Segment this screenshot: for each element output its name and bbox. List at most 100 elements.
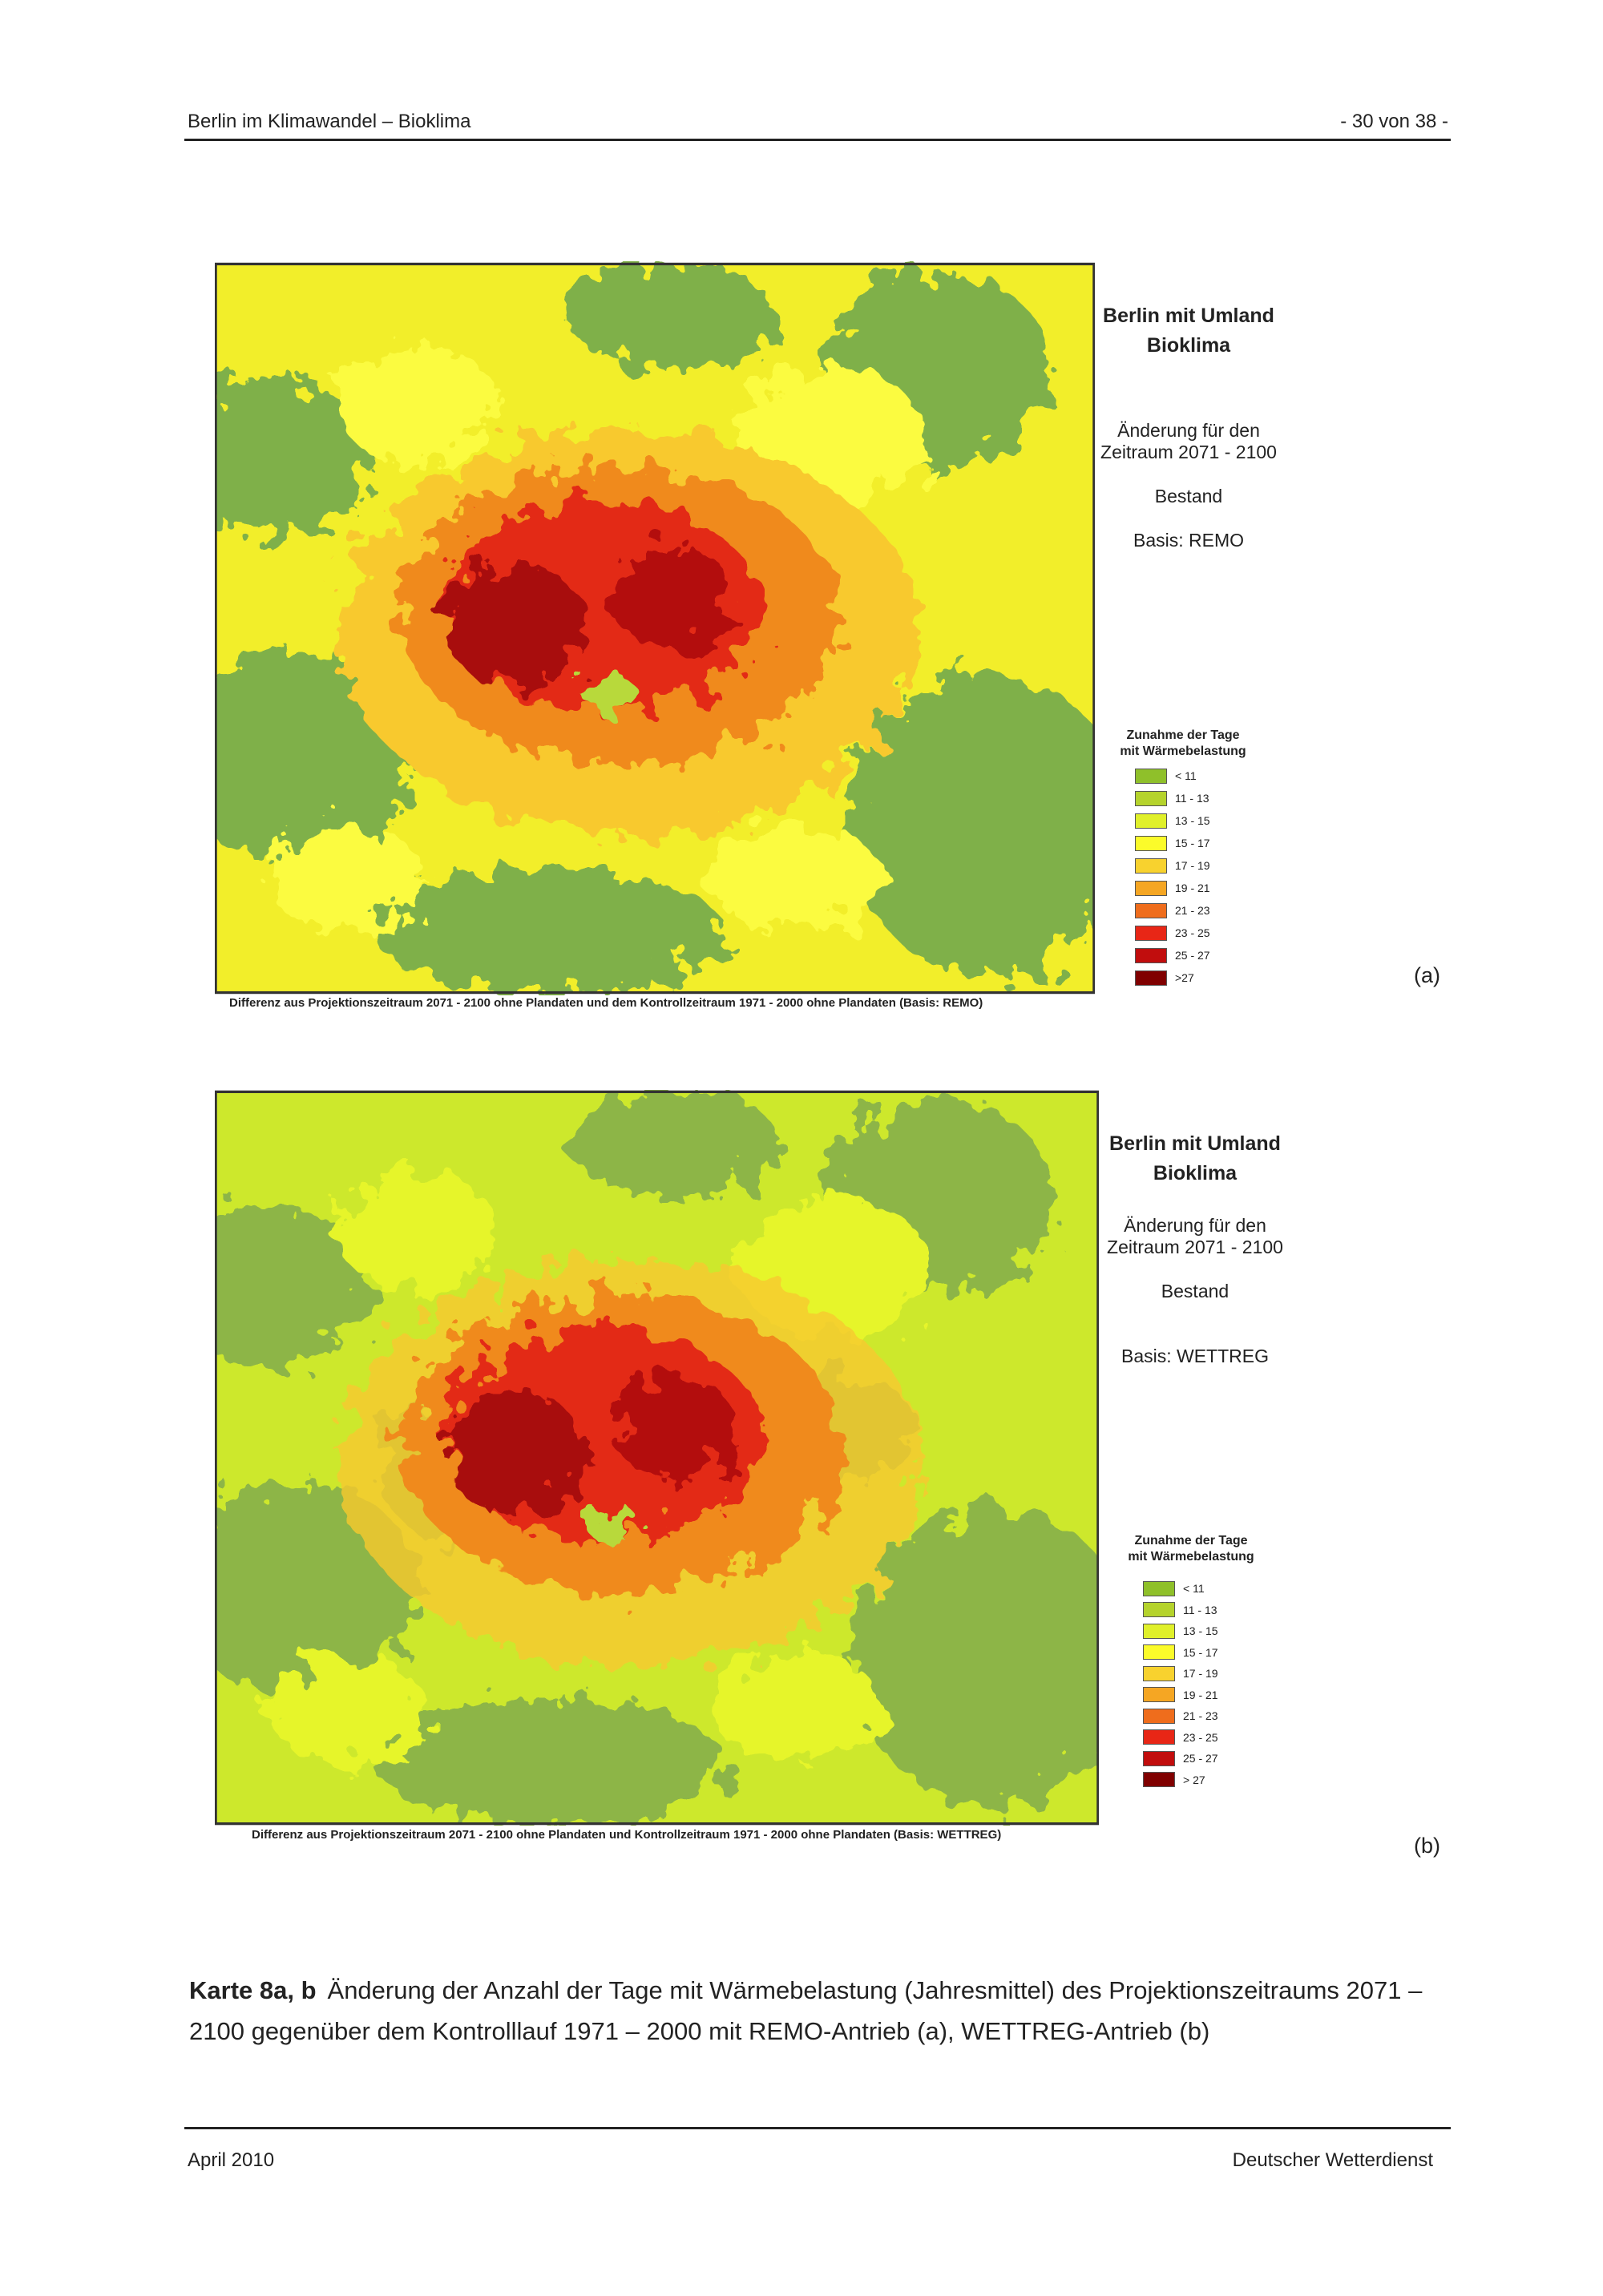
legend-title-line: mit Wärmebelastung [1128, 1550, 1254, 1564]
map-title-line: Berlin mit Umland [1109, 1132, 1281, 1155]
legend-swatch [1143, 1602, 1175, 1617]
legend-item: < 11 [1143, 1580, 1205, 1596]
legend-swatch [1143, 1708, 1175, 1724]
legend-label: 23 - 25 [1183, 1730, 1218, 1744]
legend-label: 25 - 27 [1183, 1752, 1218, 1765]
header-rule [184, 139, 1451, 141]
map-title: Berlin mit Umland Bioklima [1075, 1129, 1315, 1188]
legend-label: > 27 [1183, 1773, 1205, 1786]
core-west [444, 1391, 587, 1515]
map-info: Zeitraum 2071 - 2100 [1107, 1237, 1283, 1257]
caption-label: Karte 8a, b [189, 1976, 317, 2004]
map-frame [215, 262, 1095, 995]
forest-area [373, 1701, 728, 1825]
map-title: Berlin mit Umland Bioklima [1068, 301, 1309, 361]
legend-swatch [1143, 1772, 1175, 1787]
forest-area [851, 1506, 1099, 1807]
legend-title-line: Zunahme der Tage [1126, 728, 1240, 742]
header-right: - 30 von 38 - [1340, 111, 1448, 132]
legend-swatch [1143, 1580, 1175, 1596]
legend-label: < 11 [1183, 1582, 1205, 1595]
header-left: Berlin im Klimawandel – Bioklima [188, 111, 471, 132]
forest-area [568, 1091, 781, 1197]
map-info: Bestand [1154, 486, 1223, 506]
legend-swatch [1135, 970, 1167, 986]
legend-swatch [1143, 1729, 1175, 1745]
legend-title: Zunahme der Tage mit Wärmebelastung [1103, 728, 1263, 760]
legend-swatch [1143, 1687, 1175, 1702]
legend-item: 15 - 17 [1143, 1644, 1218, 1660]
legend-label: 11 - 13 [1175, 792, 1209, 805]
map-info: Basis: REMO [1133, 530, 1245, 551]
legend-label: 19 - 21 [1175, 882, 1210, 894]
map-info: Bestand [1161, 1281, 1230, 1301]
legend-label: < 11 [1175, 769, 1197, 782]
park [584, 675, 638, 714]
legend-item: 11 - 13 [1143, 1602, 1217, 1618]
legend-item: 21 - 23 [1135, 902, 1210, 918]
map-title-line: Bioklima [1146, 334, 1231, 357]
map-footnote: Differenz aus Projektionszeitraum 2071 -… [229, 996, 983, 1010]
legend-item: < 11 [1135, 768, 1197, 784]
map-info: Änderung für den [1124, 1215, 1266, 1236]
footer-rule [184, 2127, 1451, 2129]
legend-label: 25 - 27 [1175, 949, 1210, 962]
legend-label: >27 [1175, 971, 1194, 984]
legend-item: 11 - 13 [1135, 790, 1209, 806]
map-layers [215, 1091, 1099, 1825]
light-area [338, 1170, 498, 1294]
legend-swatch [1143, 1623, 1175, 1639]
map-label: (a) [1414, 963, 1440, 987]
map-frame [215, 1090, 1099, 1826]
map-info: Zeitraum 2071 - 2100 [1100, 442, 1277, 462]
light-area [267, 826, 426, 932]
legend-title-line: Zunahme der Tage [1134, 1534, 1248, 1547]
map-title-line: Berlin mit Umland [1103, 305, 1274, 327]
footer-left: April 2010 [188, 2149, 275, 2171]
map-layers [215, 263, 1095, 994]
legend-label: 19 - 21 [1183, 1688, 1218, 1701]
forest-area [215, 1205, 374, 1366]
legend-label: 11 - 13 [1183, 1603, 1217, 1616]
light-area [709, 1656, 887, 1763]
legend-swatch [1135, 768, 1167, 784]
legend-item: > 27 [1143, 1772, 1205, 1788]
legend-item: 17 - 19 [1143, 1665, 1218, 1681]
legend-item: 25 - 27 [1135, 947, 1210, 963]
legend-label: 17 - 19 [1183, 1667, 1218, 1680]
map-info: Basis: WETTREG [1120, 1346, 1269, 1366]
legend-label: 13 - 15 [1183, 1624, 1218, 1637]
light-area [707, 826, 884, 932]
legend-swatch [1135, 902, 1167, 918]
footer-right: Deutscher Wetterdienst [1232, 2149, 1433, 2171]
legend-item: >27 [1135, 970, 1194, 986]
map-footnote: Differenz aus Projektionszeitraum 2071 -… [252, 1828, 1002, 1842]
legend-label: 21 - 23 [1183, 1709, 1218, 1722]
legend-item: 19 - 21 [1143, 1687, 1218, 1703]
map-label: (b) [1414, 1834, 1440, 1858]
core-west [443, 562, 585, 686]
legend-swatch [1143, 1750, 1175, 1766]
light-area [337, 342, 497, 466]
map-title-line: Bioklima [1153, 1162, 1238, 1184]
legend-title-line: mit Wärmebelastung [1120, 744, 1246, 758]
forest-area [215, 377, 373, 536]
legend-item: 17 - 19 [1135, 857, 1210, 874]
legend-swatch [1135, 857, 1167, 874]
legend-label: 15 - 17 [1183, 1645, 1218, 1659]
park [586, 1504, 640, 1543]
legend-item: 19 - 21 [1135, 880, 1210, 896]
legend-swatch [1135, 813, 1167, 829]
legend-item: 25 - 27 [1143, 1750, 1218, 1766]
map-image [215, 262, 1095, 995]
legend-swatch [1135, 925, 1167, 941]
legend-swatch [1135, 790, 1167, 806]
legend-swatch [1143, 1665, 1175, 1681]
forest-area [567, 263, 778, 369]
legend-swatch [1135, 947, 1167, 963]
legend-label: 17 - 19 [1175, 859, 1210, 872]
forest-area [848, 676, 1095, 976]
map-image [215, 1090, 1099, 1826]
core-east [612, 1374, 737, 1480]
